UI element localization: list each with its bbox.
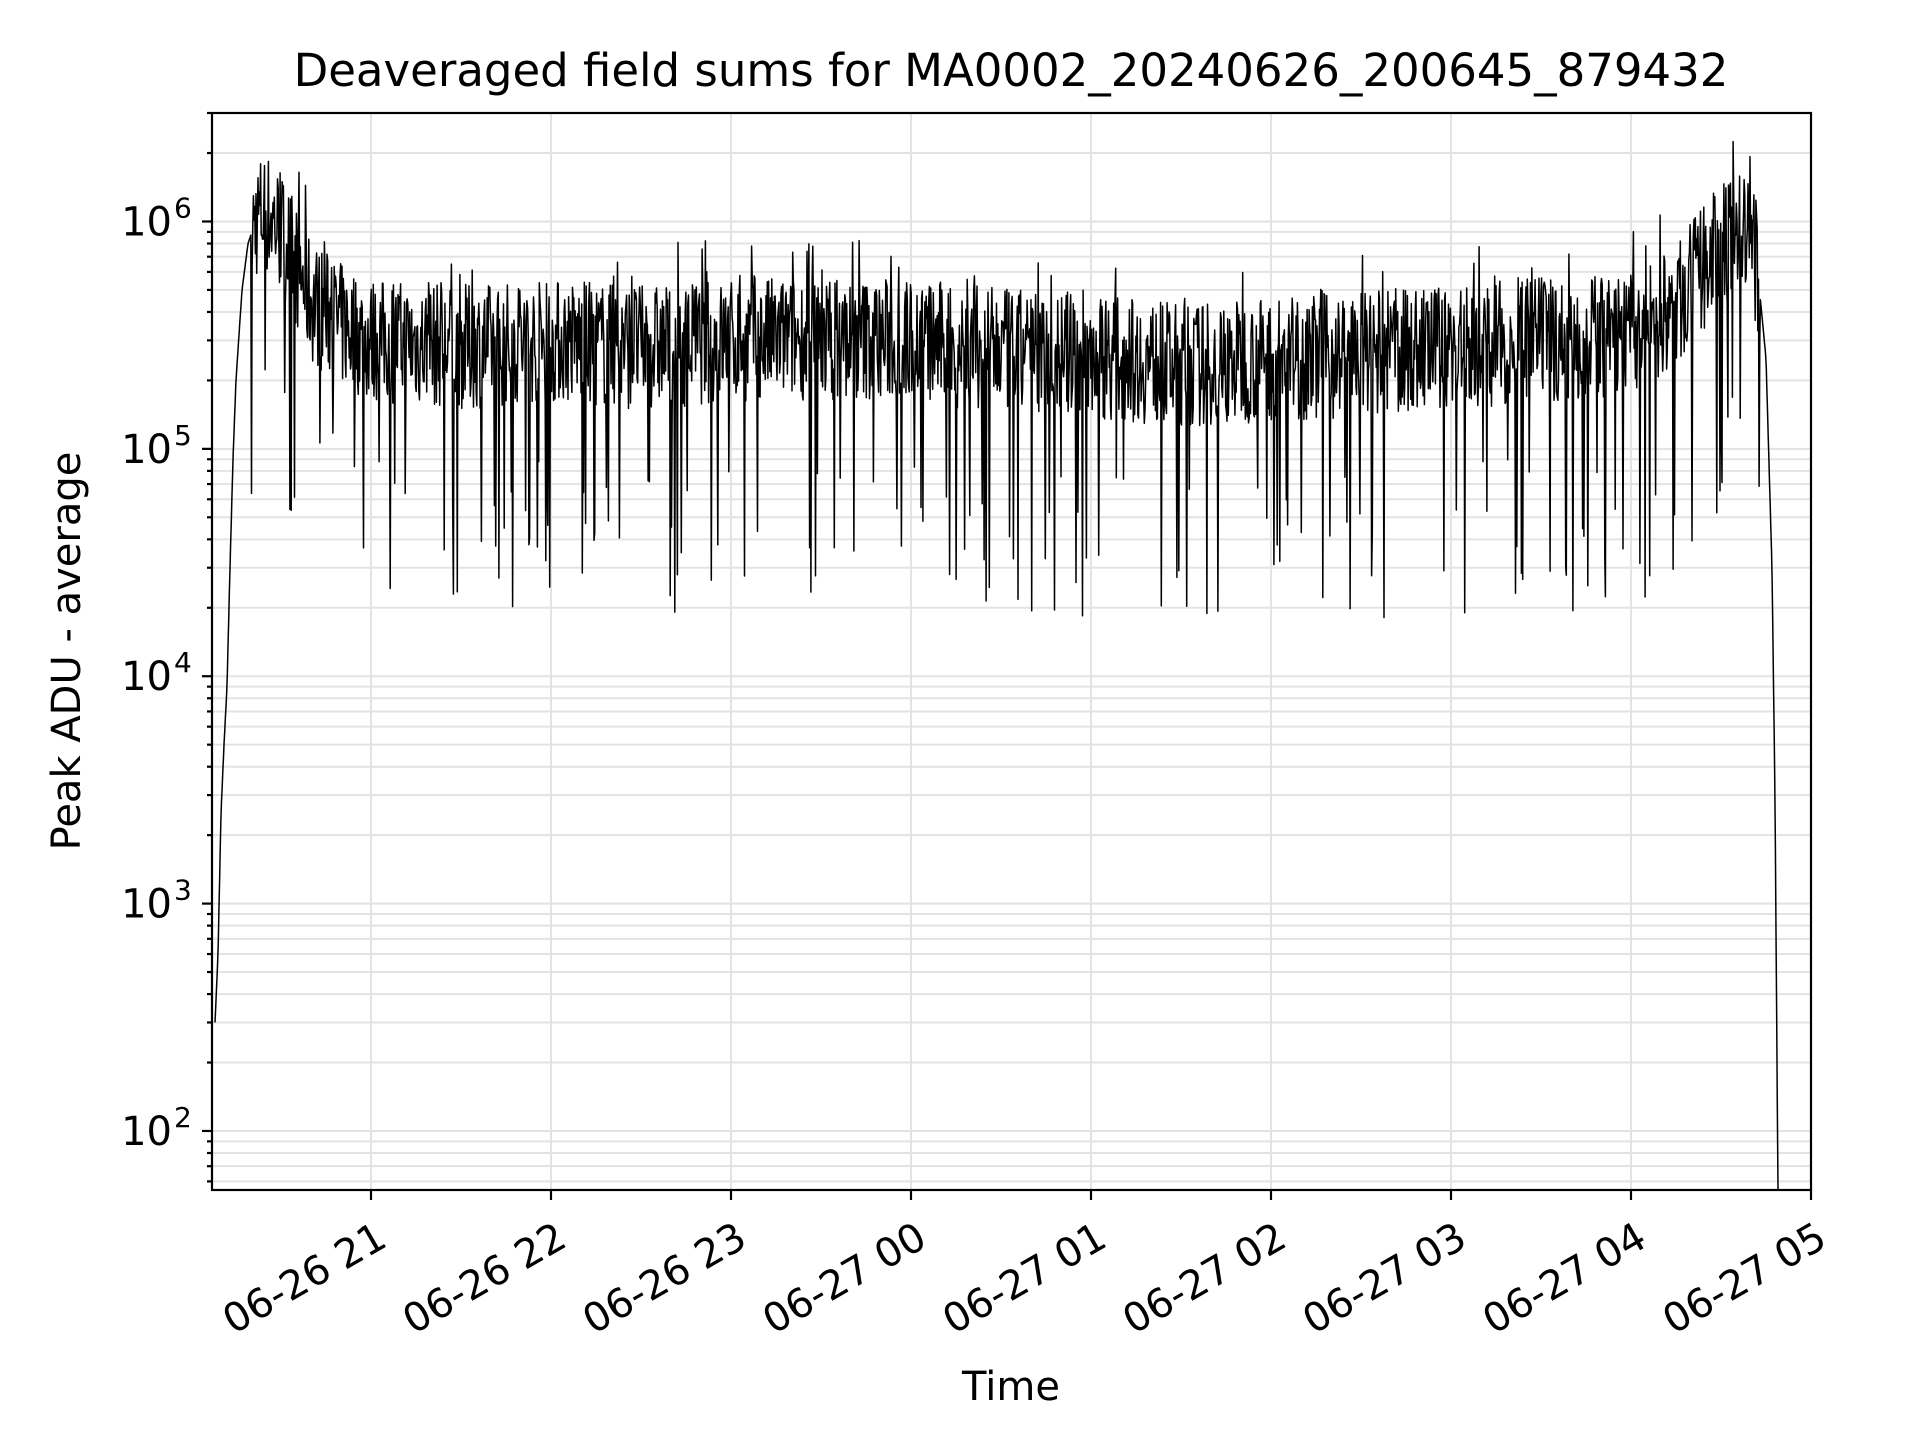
y-tick-label: 10 [121,427,172,473]
axes-frame [210,111,1813,1192]
data-series-line [214,140,1779,1191]
y-tick-label: 10 [121,654,172,700]
y-tick-exponent: 5 [174,419,192,452]
y-tick-exponent: 3 [174,874,192,907]
x-axis-label: Time [961,1364,1060,1410]
y-tick-label: 10 [121,199,172,245]
y-tick-exponent: 6 [174,191,192,224]
y-tick-label: 10 [121,1109,172,1155]
y-tick-label: 10 [121,882,172,928]
chart-title: Deaveraged field sums for MA0002_2024062… [294,44,1729,97]
grid-lines [212,112,1812,1190]
y-tick-exponent: 2 [174,1101,192,1134]
plot-area-border [210,111,1813,1192]
y-tick-exponent: 4 [174,646,192,679]
y-axis-label: Peak ADU - average [44,452,90,851]
